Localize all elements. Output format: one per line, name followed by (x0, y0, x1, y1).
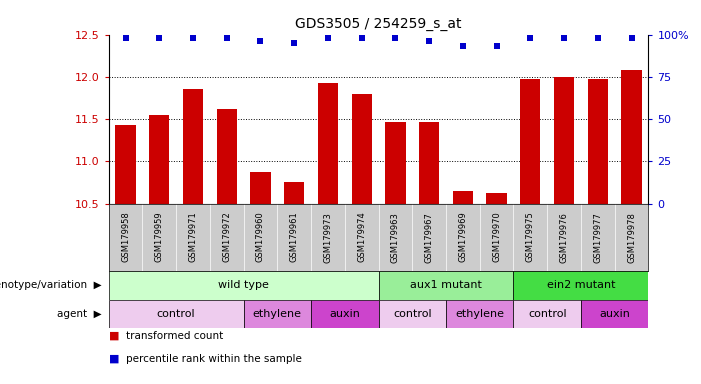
Bar (217, 109, 237, 204)
Bar (554, 77, 574, 204)
Text: GSM179970: GSM179970 (492, 212, 501, 263)
Bar (514, 271, 648, 300)
Point (592, 35, 604, 41)
Text: ethylene: ethylene (455, 309, 504, 319)
Bar (149, 115, 170, 204)
Bar (486, 192, 507, 204)
Point (390, 35, 401, 41)
Text: GSM179975: GSM179975 (526, 212, 535, 263)
Point (356, 35, 367, 41)
Point (491, 43, 502, 50)
Text: wild type: wild type (218, 280, 269, 290)
Text: GSM179967: GSM179967 (425, 212, 434, 263)
Text: genotype/variation  ▶: genotype/variation ▶ (0, 280, 102, 290)
Bar (379, 271, 514, 300)
Bar (183, 89, 203, 204)
Bar (581, 300, 648, 328)
Text: transformed count: transformed count (126, 331, 224, 341)
Text: agent  ▶: agent ▶ (57, 309, 102, 319)
Text: GSM179976: GSM179976 (559, 212, 569, 263)
Bar (379, 300, 446, 328)
Bar (352, 94, 372, 204)
Text: auxin: auxin (329, 309, 360, 319)
Point (322, 35, 334, 41)
Point (289, 40, 300, 46)
Point (255, 38, 266, 45)
Text: GSM179959: GSM179959 (155, 212, 164, 262)
Bar (386, 122, 406, 204)
Bar (419, 122, 440, 204)
Bar (318, 83, 338, 204)
Text: percentile rank within the sample: percentile rank within the sample (126, 354, 302, 364)
Text: ■: ■ (109, 331, 119, 341)
Text: GSM179958: GSM179958 (121, 212, 130, 263)
Text: GSM179969: GSM179969 (458, 212, 468, 263)
Text: auxin: auxin (599, 309, 630, 319)
Text: ethylene: ethylene (253, 309, 302, 319)
Bar (244, 300, 311, 328)
Bar (622, 70, 641, 204)
Bar (587, 79, 608, 204)
Point (187, 35, 198, 41)
Bar (250, 172, 271, 204)
Bar (311, 300, 379, 328)
Text: GSM179971: GSM179971 (189, 212, 198, 263)
Text: GSM179978: GSM179978 (627, 212, 636, 263)
Bar (284, 182, 304, 204)
Bar (109, 271, 379, 300)
Text: ■: ■ (109, 354, 119, 364)
Bar (453, 191, 473, 204)
Point (120, 35, 131, 41)
Text: GSM179973: GSM179973 (323, 212, 332, 263)
Point (559, 35, 570, 41)
Bar (446, 300, 514, 328)
Text: control: control (528, 309, 566, 319)
Text: GSM179972: GSM179972 (222, 212, 231, 263)
Text: control: control (157, 309, 196, 319)
Title: GDS3505 / 254259_s_at: GDS3505 / 254259_s_at (295, 17, 462, 31)
Point (457, 43, 468, 50)
Bar (109, 300, 244, 328)
Point (154, 35, 165, 41)
Point (626, 35, 637, 41)
Bar (116, 125, 135, 204)
Text: GSM179961: GSM179961 (290, 212, 299, 263)
Bar (520, 79, 540, 204)
Point (423, 38, 435, 45)
Text: control: control (393, 309, 432, 319)
Text: GSM179974: GSM179974 (358, 212, 366, 263)
Text: GSM179977: GSM179977 (593, 212, 602, 263)
Text: GSM179960: GSM179960 (256, 212, 265, 263)
Point (221, 35, 232, 41)
Point (525, 35, 536, 41)
Bar (514, 300, 581, 328)
Text: aux1 mutant: aux1 mutant (410, 280, 482, 290)
Text: GSM179963: GSM179963 (391, 212, 400, 263)
Text: ein2 mutant: ein2 mutant (547, 280, 615, 290)
